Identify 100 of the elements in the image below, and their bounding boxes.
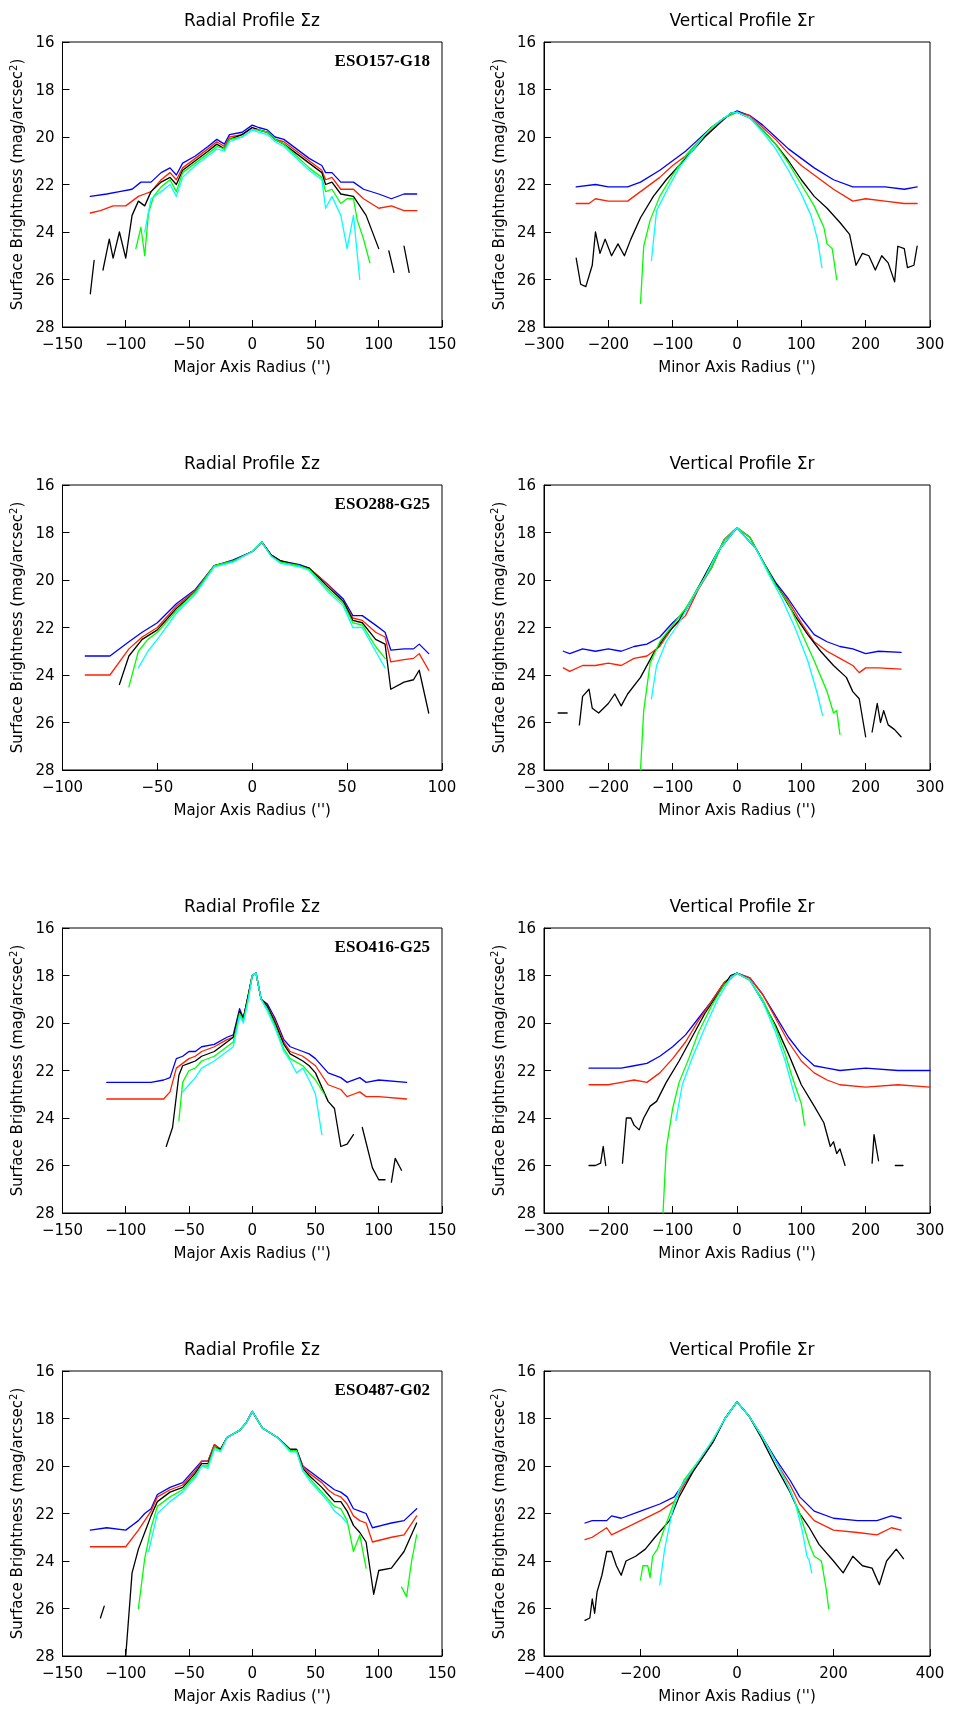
y-tick-label: 22 [35, 1061, 55, 1080]
y-tick-label: 28 [516, 1647, 536, 1665]
y-tick-label: 28 [35, 761, 55, 779]
y-tick-label: 16 [35, 476, 55, 494]
y-axis-title: Surface Brightness (mag/arcsec2) [7, 501, 26, 754]
line-series [144, 129, 361, 281]
x-tick-label: −100 [652, 1220, 694, 1239]
y-tick-label: 20 [35, 571, 55, 589]
y-tick-label: 24 [516, 666, 536, 684]
y-tick-label: 20 [35, 1457, 55, 1475]
y-tick-label: 22 [35, 1504, 55, 1523]
y-tick-label: 28 [35, 318, 55, 336]
chart-title: Vertical Profile Σr [669, 1338, 815, 1359]
y-tick-label: 24 [516, 1109, 536, 1127]
x-tick-label: 50 [305, 334, 326, 353]
y-tick-label: 22 [516, 1504, 536, 1523]
y-tick-label: 26 [35, 270, 55, 289]
line-series [650, 527, 824, 717]
x-tick-label: 0 [247, 334, 258, 353]
y-tick-label: 22 [35, 175, 55, 194]
x-tick-label: 150 [427, 1663, 457, 1682]
line-series [135, 129, 371, 264]
x-tick-label: −200 [587, 334, 629, 353]
line-series [639, 527, 841, 771]
x-tick-label: 0 [732, 334, 742, 353]
x-tick-label: 150 [427, 1220, 457, 1239]
x-tick-label: −400 [523, 1663, 565, 1682]
y-tick-label: 22 [516, 1061, 536, 1080]
y-tick-label: 18 [35, 80, 55, 99]
y-tick-label: 20 [516, 571, 536, 589]
y-tick-label: 24 [516, 1552, 536, 1570]
x-tick-label: −200 [587, 1220, 629, 1239]
y-tick-label: 24 [35, 666, 55, 684]
y-tick-label: 16 [516, 476, 536, 494]
y-tick-label: 26 [516, 1156, 536, 1175]
y-tick-label: 28 [516, 318, 536, 336]
line-series [675, 972, 797, 1122]
x-tick-label: 100 [427, 777, 457, 796]
line-series [639, 111, 838, 304]
x-tick-label: 0 [247, 777, 258, 796]
x-tick-label: 400 [915, 1663, 945, 1682]
x-tick-label: 0 [732, 777, 742, 796]
y-tick-label: 22 [516, 618, 536, 637]
y-tick-label: 16 [35, 1362, 55, 1380]
y-tick-label: 18 [516, 966, 536, 985]
y-tick-label: 20 [516, 1457, 536, 1475]
x-tick-label: 100 [364, 334, 394, 353]
x-tick-label: −200 [619, 1663, 662, 1682]
x-tick-label: −100 [105, 1220, 147, 1239]
y-tick-label: 20 [35, 1014, 55, 1032]
x-axis-title: Minor Axis Radius ('') [658, 357, 816, 376]
x-tick-label: −300 [523, 334, 565, 353]
x-tick-label: −200 [587, 777, 629, 796]
line-series [575, 110, 918, 190]
x-axis-title: Major Axis Radius ('') [173, 1243, 331, 1262]
x-tick-label: −50 [173, 1663, 205, 1682]
y-axis-title: Surface Brightness (mag/arcsec2) [7, 1387, 26, 1640]
y-tick-label: 28 [516, 761, 536, 779]
x-tick-label: −150 [41, 1663, 84, 1682]
y-tick-label: 28 [516, 1204, 536, 1222]
chart-title: Vertical Profile Σr [669, 9, 815, 30]
y-tick-label: 16 [35, 919, 55, 937]
x-axis-title: Major Axis Radius ('') [173, 357, 331, 376]
x-axis-title: Major Axis Radius ('') [173, 1686, 331, 1705]
x-axis-title: Minor Axis Radius ('') [658, 1243, 816, 1262]
x-tick-label: −50 [141, 777, 174, 796]
x-tick-label: 50 [305, 1220, 326, 1239]
x-tick-label: 100 [787, 777, 816, 796]
y-tick-label: 18 [516, 1409, 536, 1428]
line-series [137, 541, 386, 669]
y-tick-label: 22 [35, 618, 55, 637]
y-tick-label: 16 [516, 1362, 536, 1380]
y-tick-label: 20 [516, 128, 536, 146]
y-axis-title: Surface Brightness (mag/arcsec2) [489, 944, 508, 1197]
annotation: ESO487-G02 [334, 1380, 431, 1399]
x-tick-label: −100 [105, 1663, 147, 1682]
x-tick-label: 300 [915, 777, 945, 796]
y-tick-label: 28 [35, 1647, 55, 1665]
x-tick-label: −50 [173, 1220, 205, 1239]
y-tick-label: 28 [35, 1204, 55, 1222]
x-tick-label: 300 [915, 334, 945, 353]
x-tick-label: −100 [41, 777, 84, 796]
x-tick-label: 0 [732, 1220, 742, 1239]
x-tick-label: −150 [41, 1220, 84, 1239]
y-tick-label: 22 [516, 175, 536, 194]
chart-title: Radial Profile Σz [184, 895, 320, 916]
y-tick-label: 26 [516, 270, 536, 289]
y-tick-label: 16 [516, 33, 536, 51]
x-tick-label: −300 [523, 1220, 565, 1239]
x-tick-label: 0 [732, 1663, 742, 1682]
y-tick-label: 26 [35, 1156, 55, 1175]
line-series [659, 1401, 813, 1586]
x-tick-label: −50 [173, 334, 205, 353]
x-tick-label: 200 [819, 1663, 848, 1682]
x-tick-label: −150 [41, 334, 84, 353]
y-tick-label: 18 [516, 80, 536, 99]
y-tick-label: 24 [35, 223, 55, 241]
x-tick-label: 100 [787, 1220, 816, 1239]
y-tick-label: 24 [35, 1552, 55, 1570]
x-tick-label: 100 [787, 334, 816, 353]
